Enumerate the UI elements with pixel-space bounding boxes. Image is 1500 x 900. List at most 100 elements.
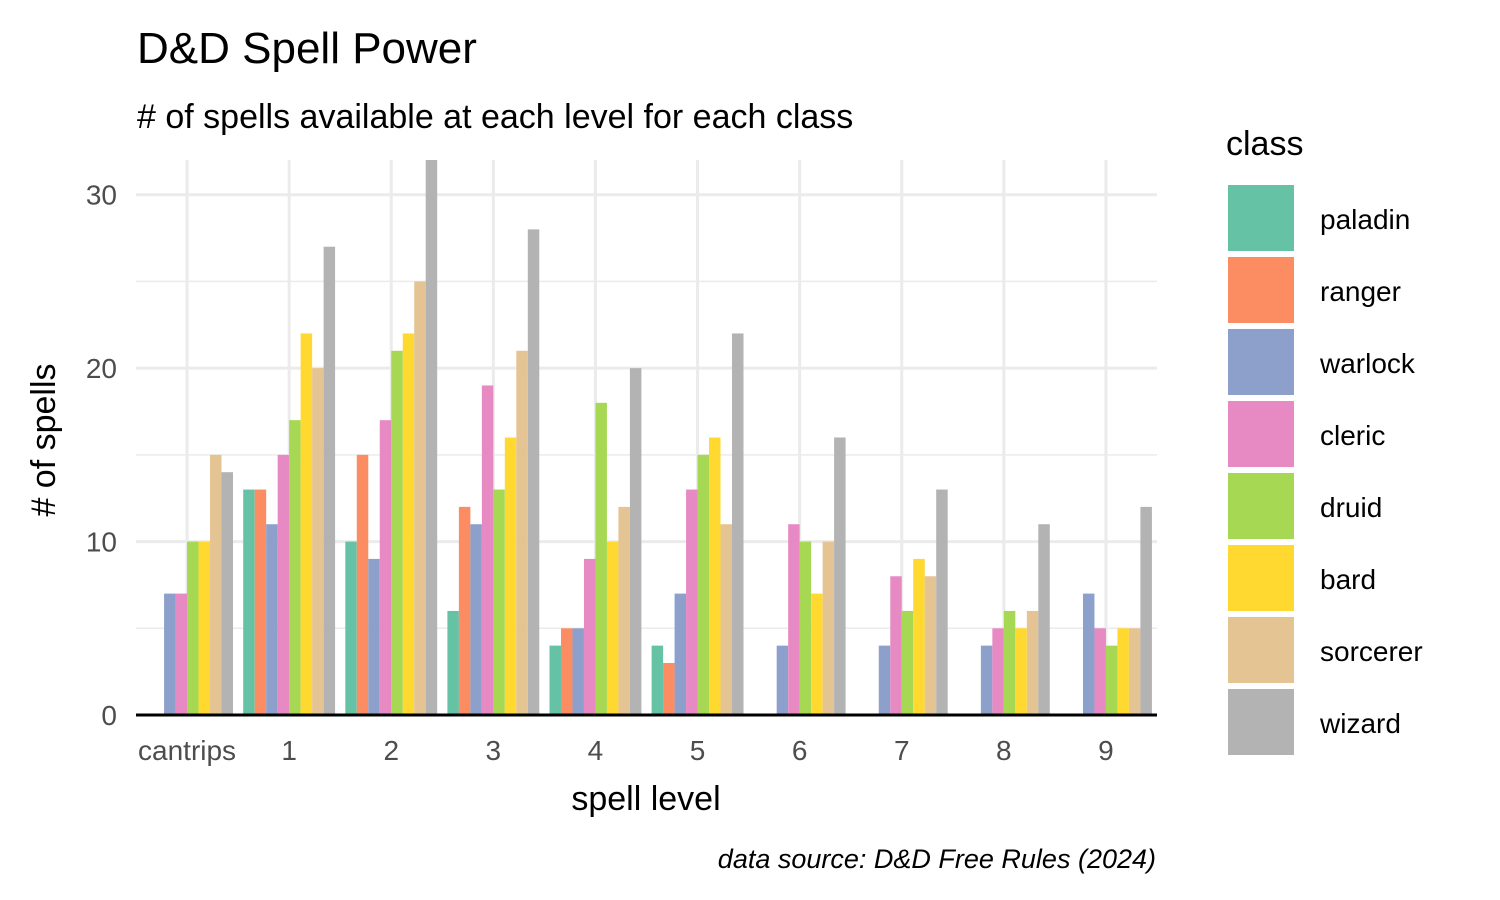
bar-bard-7: [913, 558, 925, 715]
bar-paladin-2: [345, 541, 357, 715]
legend-swatch-warlock: [1228, 329, 1294, 395]
bar-cleric-9: [1094, 628, 1106, 715]
bar-bard-8: [1015, 628, 1027, 715]
bar-cleric-3: [481, 385, 494, 715]
bar-wizard-3: [527, 229, 540, 715]
bar-wizard-4: [629, 368, 642, 715]
bar-druid-cantrips: [187, 541, 199, 715]
x-tick-label: 8: [996, 735, 1012, 766]
bar-paladin-1: [243, 489, 255, 715]
chart-title: D&D Spell Power: [137, 24, 477, 73]
bar-bard-4: [606, 541, 619, 715]
bar-wizard-cantrips: [221, 472, 233, 715]
bar-cleric-2: [379, 420, 392, 715]
y-tick-labels: 0 10 20 30: [86, 180, 117, 731]
bar-warlock-4: [572, 628, 584, 715]
bar-druid-7: [901, 610, 914, 715]
caption: data source: D&D Free Rules (2024): [718, 844, 1156, 874]
bar-ranger-4: [560, 628, 573, 715]
x-tick-label: 7: [894, 735, 910, 766]
legend-label-druid: druid: [1320, 492, 1382, 523]
bar-cleric-4: [583, 558, 596, 715]
x-axis-title: spell level: [571, 780, 720, 818]
bar-cleric-7: [890, 576, 902, 715]
bar-paladin-4: [549, 645, 561, 715]
bars: [164, 160, 1152, 715]
bar-sorcerer-cantrips: [210, 454, 222, 715]
bar-ranger-5: [663, 662, 675, 715]
x-tick-label: 9: [1098, 735, 1114, 766]
bar-ranger-1: [254, 489, 267, 715]
bar-warlock-cantrips: [164, 593, 176, 715]
bar-bard-6: [811, 593, 823, 715]
legend-label-warlock: warlock: [1319, 348, 1416, 379]
legend-swatch-druid: [1228, 473, 1294, 539]
bar-bard-cantrips: [198, 541, 211, 715]
bar-sorcerer-4: [618, 506, 630, 715]
y-tick-label: 20: [86, 353, 117, 384]
legend-swatch-ranger: [1228, 257, 1294, 323]
legend-label-paladin: paladin: [1320, 204, 1410, 235]
bar-sorcerer-2: [414, 281, 426, 715]
legend-label-cleric: cleric: [1320, 420, 1385, 451]
bar-sorcerer-8: [1026, 610, 1039, 715]
legend-swatch-paladin: [1228, 185, 1294, 251]
x-tick-label: 3: [486, 735, 502, 766]
x-tick-label: 5: [690, 735, 706, 766]
bar-cleric-cantrips: [175, 593, 188, 715]
bar-wizard-8: [1038, 524, 1050, 715]
y-axis-title: # of spells: [25, 363, 63, 516]
x-tick-label: 6: [792, 735, 808, 766]
bar-warlock-9: [1082, 593, 1095, 715]
bar-cleric-1: [277, 454, 290, 715]
bar-warlock-3: [470, 524, 482, 715]
chart-subtitle: # of spells available at each level for …: [137, 98, 853, 136]
legend-swatch-wizard: [1228, 689, 1294, 755]
bar-sorcerer-7: [924, 576, 937, 715]
bar-warlock-1: [266, 524, 278, 715]
bar-druid-2: [391, 350, 403, 715]
x-tick-label: 1: [281, 735, 297, 766]
bar-druid-8: [1003, 610, 1016, 715]
bar-druid-4: [595, 402, 607, 715]
x-tick-label: 4: [588, 735, 604, 766]
bar-warlock-8: [980, 645, 993, 715]
bar-cleric-8: [992, 628, 1004, 715]
bar-bard-9: [1117, 628, 1129, 715]
bar-wizard-5: [732, 333, 744, 715]
bar-warlock-2: [368, 558, 380, 715]
bar-sorcerer-3: [516, 350, 528, 715]
bar-druid-9: [1105, 645, 1118, 715]
bar-druid-5: [697, 454, 710, 715]
bar-cleric-6: [788, 524, 800, 715]
bar-druid-1: [289, 420, 301, 715]
x-tick-label: 2: [383, 735, 399, 766]
bar-druid-3: [493, 489, 505, 715]
bar-bard-2: [402, 333, 415, 715]
bar-paladin-3: [447, 610, 459, 715]
legend-swatch-sorcerer: [1228, 617, 1294, 683]
legend-label-wizard: wizard: [1319, 708, 1401, 739]
bar-bard-1: [300, 333, 313, 715]
y-tick-label: 10: [86, 527, 117, 558]
legend-label-ranger: ranger: [1320, 276, 1401, 307]
bar-sorcerer-9: [1128, 628, 1141, 715]
bar-wizard-7: [936, 489, 948, 715]
legend-label-sorcerer: sorcerer: [1320, 636, 1423, 667]
bar-paladin-5: [651, 645, 664, 715]
bar-sorcerer-5: [720, 524, 733, 715]
bar-druid-6: [799, 541, 812, 715]
y-tick-label: 30: [86, 180, 117, 211]
bar-wizard-2: [425, 160, 438, 715]
legend-title: class: [1226, 125, 1303, 163]
y-tick-label: 0: [101, 700, 117, 731]
bar-sorcerer-1: [312, 368, 324, 715]
x-tick-label: cantrips: [138, 735, 236, 766]
bar-bard-5: [709, 437, 721, 715]
bar-cleric-5: [686, 489, 698, 715]
legend-swatch-cleric: [1228, 401, 1294, 467]
x-tick-labels: cantrips 1 2 3 4 5 6 7 8 9: [138, 735, 1114, 766]
legend: class paladin ranger warlock cleric druid bar…: [1226, 125, 1423, 755]
legend-label-bard: bard: [1320, 564, 1376, 595]
